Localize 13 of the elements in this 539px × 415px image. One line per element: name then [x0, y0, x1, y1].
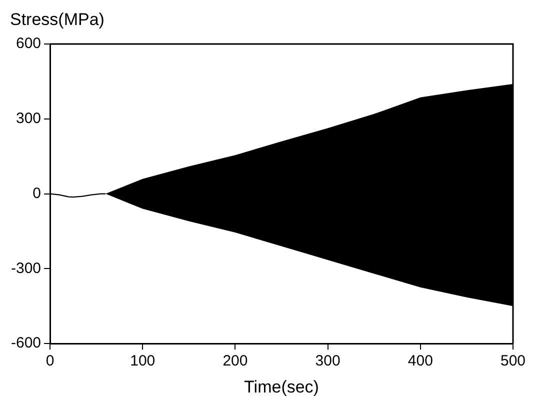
x-tick-label: 100: [130, 352, 156, 370]
x-tick-label: 400: [408, 352, 433, 370]
y-axis-title: Stress(MPa): [10, 9, 106, 31]
y-tick-label: -300: [10, 260, 42, 277]
x-tick-label: 300: [315, 352, 340, 370]
y-tick-label: -600: [10, 334, 42, 352]
y-tick-label: 600: [16, 35, 42, 52]
x-tick-label: 200: [222, 352, 248, 370]
y-tick-label: 300: [16, 110, 42, 128]
x-tick-label: 0: [46, 352, 54, 370]
x-axis-title: Time(sec): [244, 377, 319, 396]
x-tick-label: 500: [500, 352, 526, 370]
y-tick-label: 0: [32, 184, 42, 202]
